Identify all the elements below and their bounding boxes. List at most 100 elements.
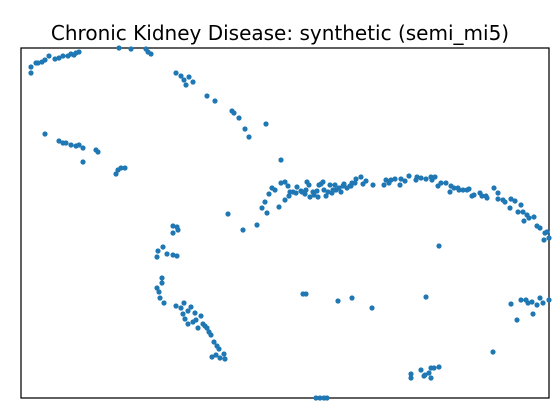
scatter-point <box>508 301 514 307</box>
scatter-point <box>514 317 520 323</box>
scatter-point <box>317 395 323 401</box>
scatter-point <box>128 46 134 52</box>
scatter-point <box>406 173 412 179</box>
scatter-point <box>402 178 408 184</box>
scatter-point <box>303 187 309 193</box>
scatter-point <box>236 115 242 121</box>
scatter-point <box>52 56 58 62</box>
scatter-point <box>80 145 86 151</box>
scatter-point <box>464 187 470 193</box>
scatter-point <box>423 294 429 300</box>
scatter-point <box>524 212 530 218</box>
scatter-point <box>358 174 364 180</box>
scatter-point <box>175 227 181 233</box>
scatter-point <box>285 183 291 189</box>
scatter-point <box>306 182 312 188</box>
scatter-point <box>170 230 176 236</box>
scatter-point <box>60 53 66 59</box>
scatter-point <box>192 310 198 316</box>
scatter-point <box>116 45 122 51</box>
scatter-point <box>95 149 101 155</box>
scatter-point <box>495 190 501 196</box>
scatter-point <box>428 174 434 180</box>
scatter-point <box>181 77 187 83</box>
scatter-point <box>290 189 296 195</box>
scatter-point <box>188 304 194 310</box>
scatter-point <box>436 364 442 370</box>
scatter-point <box>534 302 540 308</box>
scatter-point <box>418 367 424 373</box>
scatter-point <box>209 354 215 360</box>
scatter-point <box>490 349 496 355</box>
scatter-point <box>193 317 199 323</box>
scatter-point <box>76 142 82 148</box>
data-points <box>28 45 552 401</box>
scatter-point <box>42 57 48 63</box>
scatter-point <box>540 300 546 306</box>
scatter-point <box>264 210 270 216</box>
scatter-point <box>431 365 437 371</box>
scatter-point <box>68 142 74 148</box>
scatter-point <box>518 202 524 208</box>
scatter-point <box>217 355 223 361</box>
scatter-point <box>278 180 284 186</box>
scatter-point <box>460 187 466 193</box>
scatter-point <box>491 185 497 191</box>
scatter-point <box>164 251 170 257</box>
scatter-point <box>502 199 508 205</box>
scatter-point <box>546 235 552 241</box>
scatter-point <box>42 131 48 137</box>
scatter-point <box>529 299 535 305</box>
scatter-point <box>240 227 246 233</box>
scatter-point <box>186 74 192 80</box>
scatter-point <box>541 237 547 243</box>
scatter-point <box>254 222 260 228</box>
scatter-point <box>508 196 514 202</box>
scatter-point <box>198 313 204 319</box>
scatter-point <box>263 121 269 127</box>
scatter-point <box>327 182 333 188</box>
scatter-point <box>525 300 531 306</box>
scatter-point <box>349 295 355 301</box>
scatter-point <box>231 110 237 116</box>
scatter-point <box>398 176 404 182</box>
scatter-point <box>222 356 228 362</box>
scatter-point <box>213 352 219 358</box>
scatter-point <box>278 157 284 163</box>
scatter-point <box>397 182 403 188</box>
scatter-point <box>369 305 375 311</box>
scatter-point <box>56 55 62 61</box>
scatter-point <box>282 179 288 185</box>
scatter-point <box>512 198 518 204</box>
scatter-point <box>313 395 319 401</box>
scatter-point <box>515 209 521 215</box>
scatter-point <box>206 329 212 335</box>
scatter-point <box>307 194 313 200</box>
scatter-point <box>335 298 341 304</box>
scatter-point <box>170 223 176 229</box>
scatter-point <box>330 187 336 193</box>
scatter-point <box>286 193 292 199</box>
scatter-point <box>225 211 231 217</box>
scatter-point <box>534 223 540 229</box>
scatter-point <box>178 305 184 311</box>
scatter-point <box>216 346 222 352</box>
scatter-point <box>432 174 438 180</box>
scatter-point <box>338 189 344 195</box>
scatter-point <box>180 311 186 317</box>
scatter-point <box>266 191 272 197</box>
scatter-point <box>471 192 477 198</box>
scatter-point <box>185 308 191 314</box>
scatter-point <box>299 189 305 195</box>
scatter-point <box>381 182 387 188</box>
scatter-point <box>443 180 449 186</box>
scatter-point <box>113 171 119 177</box>
scatter-point <box>183 82 189 88</box>
scatter-point <box>202 323 208 329</box>
scatter-point <box>340 183 346 189</box>
scatter-point <box>451 185 457 191</box>
scatter-point <box>204 93 210 99</box>
scatter-point <box>311 192 317 198</box>
scatter-point <box>537 295 543 301</box>
scatter-point <box>426 370 432 376</box>
